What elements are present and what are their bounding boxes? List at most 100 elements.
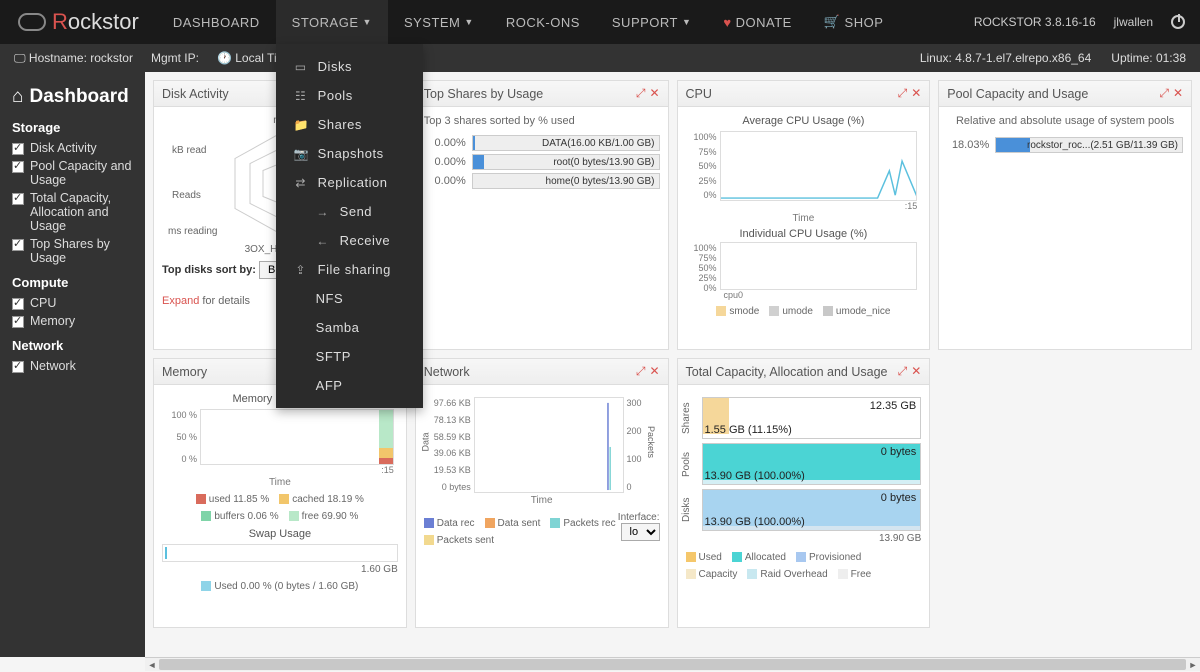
- widget-controls[interactable]: ⤢✕: [636, 364, 660, 379]
- nav-system[interactable]: SYSTEM▼: [388, 0, 490, 44]
- heart-icon: ♥: [723, 15, 731, 30]
- net-chart: 97.66 KB78.13 KB58.59 KB39.06 KB19.53 KB…: [474, 397, 624, 493]
- legend-item: cached 18.19 %: [279, 494, 364, 505]
- sb-total-capacity[interactable]: Total Capacity, Allocation and Usage: [12, 191, 133, 233]
- legend-item: Raid Overhead: [747, 569, 827, 580]
- nav-storage[interactable]: STORAGE▼ ▭Disks ☷Pools 📁Shares 📷Snapshot…: [276, 0, 388, 44]
- user-text[interactable]: jlwallen: [1114, 15, 1153, 29]
- iface-select[interactable]: lo: [621, 523, 660, 541]
- legend-item: umode: [769, 306, 813, 317]
- nav-shop[interactable]: 🛒SHOP: [808, 0, 900, 44]
- dd-send[interactable]: →Send: [276, 197, 423, 226]
- arrow-right-icon: →: [316, 205, 330, 219]
- nav-support[interactable]: SUPPORT▼: [596, 0, 708, 44]
- widget-title: Network: [424, 365, 470, 379]
- nav-right: ROCKSTOR 3.8.16-16 jlwallen: [974, 15, 1200, 29]
- resize-icon[interactable]: ⤢: [898, 86, 908, 101]
- kernel-text: Linux: 4.8.7-1.el7.elrepo.x86_64: [920, 51, 1091, 65]
- dd-samba[interactable]: Samba: [276, 313, 423, 342]
- disk-icon: ▭: [294, 60, 308, 74]
- nav-donate-label: DONATE: [736, 15, 792, 30]
- dd-snapshots[interactable]: 📷Snapshots: [276, 139, 423, 168]
- swap-icon: ⇄: [294, 176, 308, 190]
- nav-donate[interactable]: ♥ DONATE: [707, 0, 807, 44]
- dd-disks-label: Disks: [318, 59, 352, 74]
- sb-pool-capacity[interactable]: Pool Capacity and Usage: [12, 159, 133, 187]
- sort-label: Top disks sort by:: [162, 264, 256, 276]
- cart-icon: 🛒: [824, 14, 841, 30]
- dd-sftp[interactable]: SFTP: [276, 342, 423, 371]
- share-icon: ⇪: [294, 263, 308, 277]
- pool-pct: 18.03%: [947, 139, 989, 151]
- checkbox-icon[interactable]: [12, 239, 24, 251]
- close-icon[interactable]: ✕: [911, 364, 921, 379]
- resize-icon[interactable]: ⤢: [1159, 86, 1169, 101]
- h-scrollbar[interactable]: ◄ ►: [145, 657, 1200, 671]
- checkbox-icon[interactable]: [12, 143, 24, 155]
- close-icon[interactable]: ✕: [649, 86, 659, 101]
- power-icon[interactable]: [1171, 15, 1185, 29]
- cpu-avg-chart: 100%75%50%25%0%: [720, 131, 918, 201]
- checkbox-icon[interactable]: [12, 161, 24, 173]
- legend-item: used 11.85 %: [196, 494, 269, 505]
- dd-receive[interactable]: ←Receive: [276, 226, 423, 255]
- expand-link[interactable]: Expand: [162, 295, 199, 307]
- nav-items: DASHBOARD STORAGE▼ ▭Disks ☷Pools 📁Shares…: [157, 0, 900, 44]
- sb-memory[interactable]: Memory: [12, 314, 133, 328]
- close-icon[interactable]: ✕: [649, 364, 659, 379]
- nav-dashboard-label: DASHBOARD: [173, 15, 260, 30]
- cpu-ind-chart: 100%75%50%25%0%: [720, 242, 918, 290]
- top-nav: Rockstor DASHBOARD STORAGE▼ ▭Disks ☷Pool…: [0, 0, 1200, 44]
- checkbox-icon[interactable]: [12, 361, 24, 373]
- close-icon[interactable]: ✕: [911, 86, 921, 101]
- caret-down-icon: ▼: [682, 17, 691, 27]
- widget-controls[interactable]: ⤢✕: [898, 86, 922, 101]
- widget-title: Memory: [162, 365, 207, 379]
- chart-title: Average CPU Usage (%): [686, 115, 922, 127]
- nav-rockons[interactable]: ROCK-ONS: [490, 0, 596, 44]
- sb-disk-activity[interactable]: Disk Activity: [12, 141, 133, 155]
- widget-network: Network ⤢✕ 97.66 KB78.13 KB58.59 KB39.06 …: [415, 358, 669, 628]
- logo-rest: ockstor: [68, 9, 139, 35]
- sb-cpu[interactable]: CPU: [12, 296, 133, 310]
- sb-network[interactable]: Network: [12, 359, 133, 373]
- sb-top-shares[interactable]: Top Shares by Usage: [12, 237, 133, 265]
- dd-afp[interactable]: AFP: [276, 371, 423, 400]
- resize-icon[interactable]: ⤢: [898, 364, 908, 379]
- swap-bar: [162, 544, 398, 562]
- dd-sftp-label: SFTP: [316, 349, 351, 364]
- checkbox-icon[interactable]: [12, 316, 24, 328]
- dd-replication[interactable]: ⇄Replication: [276, 168, 423, 197]
- checkbox-icon[interactable]: [12, 193, 24, 205]
- widget-controls[interactable]: ⤢✕: [1159, 86, 1183, 101]
- logo-r: R: [52, 9, 68, 35]
- swap-title: Swap Usage: [162, 528, 398, 540]
- widget-title: Total Capacity, Allocation and Usage: [686, 365, 888, 379]
- scroll-left-icon[interactable]: ◄: [145, 658, 159, 672]
- legend-item: smode: [716, 306, 759, 317]
- widget-controls[interactable]: ⤢✕: [898, 364, 922, 379]
- logo[interactable]: Rockstor: [0, 9, 157, 35]
- main: ⌂Dashboard Storage Disk Activity Pool Ca…: [0, 72, 1200, 657]
- checkbox-icon[interactable]: [12, 298, 24, 310]
- legend-item: umode_nice: [823, 306, 890, 317]
- close-icon[interactable]: ✕: [1173, 86, 1183, 101]
- resize-icon[interactable]: ⤢: [636, 86, 646, 101]
- widget-total-capacity: Total Capacity, Allocation and Usage⤢✕ S…: [677, 358, 931, 628]
- dd-shares[interactable]: 📁Shares: [276, 110, 423, 139]
- dd-pools-label: Pools: [318, 88, 353, 103]
- widget-controls[interactable]: ⤢✕: [636, 86, 660, 101]
- scrollbar-thumb[interactable]: [159, 659, 1186, 670]
- resize-icon[interactable]: ⤢: [636, 364, 646, 379]
- nav-dashboard[interactable]: DASHBOARD: [157, 0, 276, 44]
- scroll-right-icon[interactable]: ►: [1186, 658, 1200, 672]
- pool-bar: rockstor_roc...(2.51 GB/11.39 GB): [995, 137, 1183, 153]
- chart-title: Individual CPU Usage (%): [686, 228, 922, 240]
- nav-rockons-label: ROCK-ONS: [506, 15, 580, 30]
- dd-nfs[interactable]: NFS: [276, 284, 423, 313]
- widget-top-shares: Top Shares by Usage⤢✕ Top 3 shares sorte…: [415, 80, 669, 350]
- dd-disks[interactable]: ▭ Disks: [276, 52, 423, 81]
- dd-pools[interactable]: ☷Pools: [276, 81, 423, 110]
- dd-filesharing[interactable]: ⇪File sharing: [276, 255, 423, 284]
- dd-shares-label: Shares: [318, 117, 362, 132]
